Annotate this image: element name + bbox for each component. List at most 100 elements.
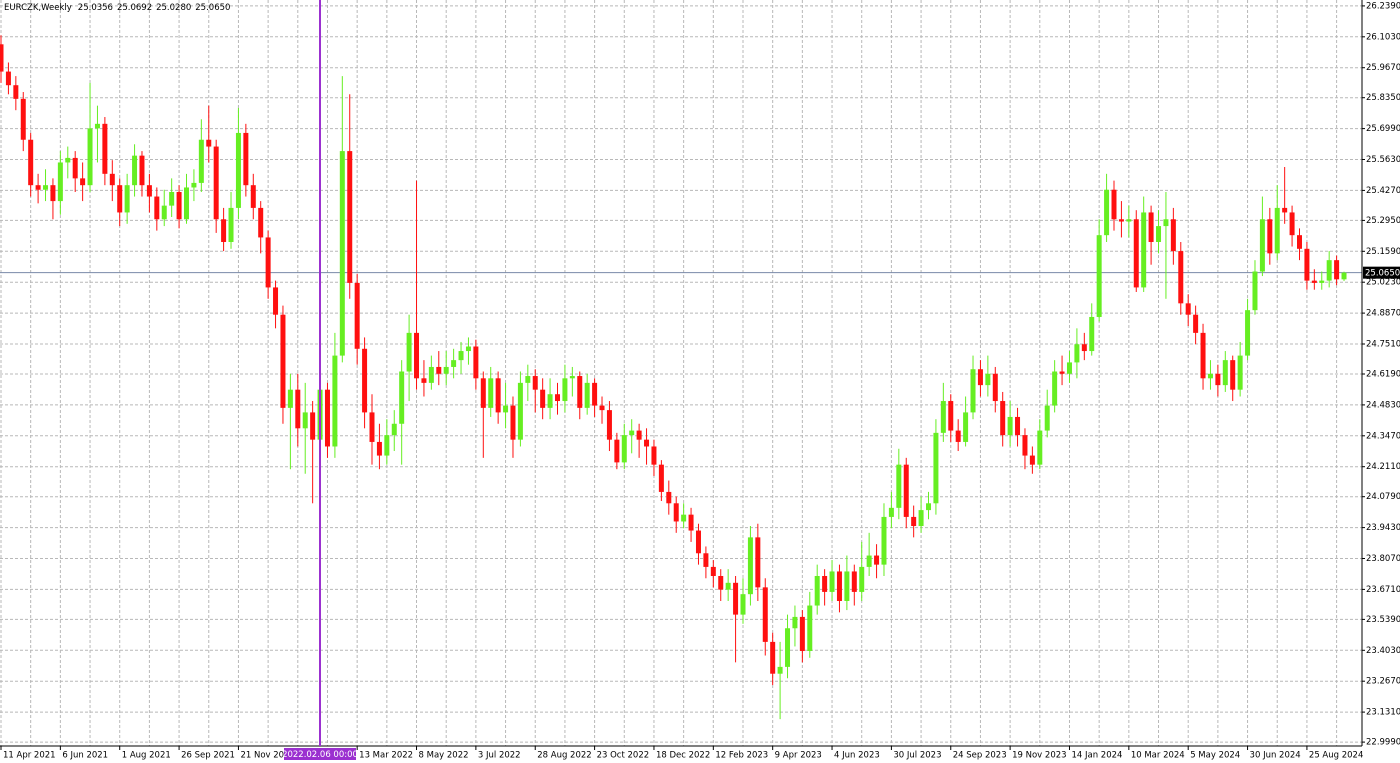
y-tick-label: 23.8070 — [1366, 554, 1400, 564]
candle-body — [658, 464, 664, 492]
x-tick-label: 18 Dec 2022 — [656, 751, 710, 761]
x-tick-label: 21 Nov 2021 — [240, 751, 294, 761]
candle-body — [1289, 212, 1295, 236]
candle-body — [1022, 435, 1028, 456]
candle-body — [65, 157, 71, 163]
candle-body — [354, 282, 360, 349]
candle-body — [13, 85, 19, 99]
x-tick-label: 8 May 2022 — [419, 751, 469, 761]
candle-body — [874, 555, 880, 565]
y-tick-label: 25.6990 — [1366, 124, 1400, 134]
y-tick-label: 23.5390 — [1366, 615, 1400, 625]
candle-body — [836, 571, 842, 601]
candle-body — [324, 389, 330, 447]
candle-body — [258, 207, 264, 238]
y-tick-label: 23.1310 — [1366, 708, 1400, 718]
y-tick-label: 25.9670 — [1366, 63, 1400, 73]
y-tick-label: 23.2670 — [1366, 677, 1400, 687]
x-tick-label: 19 Nov 2023 — [1012, 751, 1066, 761]
x-tick-label: 30 Jul 2023 — [893, 751, 941, 761]
candle-body — [1178, 251, 1184, 304]
candle-body — [473, 346, 479, 379]
candle-body — [629, 430, 635, 436]
candle-body — [948, 401, 954, 431]
candle-body — [176, 191, 182, 220]
candle-body — [1252, 271, 1258, 311]
candle-body — [1237, 355, 1243, 390]
y-tick-label: 25.0230 — [1366, 278, 1400, 288]
candle-body — [280, 314, 286, 408]
candle-body — [866, 555, 872, 567]
candle-body — [132, 155, 138, 186]
candle-body — [1222, 360, 1228, 386]
candle-body — [495, 378, 501, 413]
candle-body — [666, 491, 672, 504]
candle-body — [1170, 219, 1176, 252]
candle-body — [681, 514, 687, 522]
candle-body — [154, 196, 160, 220]
y-tick-label: 25.5630 — [1366, 155, 1400, 165]
y-tick-label: 25.1590 — [1366, 247, 1400, 257]
candle-body — [28, 139, 34, 186]
candle-body — [1126, 219, 1132, 222]
candle-body — [57, 162, 63, 202]
candle-body — [614, 439, 620, 463]
candle-body — [191, 182, 197, 188]
header: EURCZK,Weekly 25.0356 25.0692 25.0280 25.065… — [4, 3, 230, 13]
candle-body — [43, 185, 49, 190]
crosshair-label-box — [284, 748, 356, 760]
candle-body — [428, 366, 434, 383]
candle-body — [718, 575, 724, 590]
candle-body — [384, 435, 390, 456]
candle-body — [1081, 344, 1087, 352]
candle-body — [369, 412, 375, 442]
candle-body — [20, 98, 26, 140]
candle-body — [161, 205, 167, 220]
candle-body — [770, 641, 776, 674]
candle-body — [911, 516, 917, 527]
candle-body — [881, 516, 887, 565]
plot — [0, 0, 1362, 746]
candle-body — [740, 594, 746, 615]
candle-body — [1156, 226, 1162, 242]
candle-body — [695, 530, 701, 554]
candle-body — [339, 151, 345, 356]
candle-body — [592, 382, 598, 406]
y-tick-label: 24.2110 — [1366, 462, 1400, 472]
y-tick-label: 24.4830 — [1366, 400, 1400, 410]
symbol-title: EURCZK,Weekly — [4, 3, 72, 13]
candle-body — [1044, 405, 1050, 431]
candle-body — [1104, 189, 1110, 236]
y-tick-label: 24.7510 — [1366, 340, 1400, 350]
candle-body — [799, 616, 805, 651]
candle-body — [206, 139, 212, 147]
x-tick-label: 30 Jun 2024 — [1250, 751, 1301, 761]
candle-body — [235, 132, 241, 208]
candle-body — [1282, 207, 1288, 213]
candle-body — [903, 464, 909, 517]
candle-body — [94, 123, 100, 129]
last-low: 25.0280 — [156, 3, 191, 13]
candle-body — [146, 185, 152, 197]
candle-body — [332, 355, 338, 447]
price-label: 25.0650 — [1365, 269, 1400, 279]
candle-body — [926, 503, 931, 511]
candle-body — [1148, 212, 1154, 242]
last-open: 25.0356 — [78, 3, 113, 13]
candle-body — [0, 44, 4, 72]
candle-body — [792, 616, 798, 629]
candle-body — [733, 582, 739, 615]
candle-body — [414, 332, 420, 379]
y-tick-label: 26.1030 — [1366, 32, 1400, 42]
x-tick-label: 24 Sep 2023 — [953, 751, 1007, 761]
x-tick-label: 11 Apr 2021 — [3, 751, 56, 761]
candle-body — [1311, 280, 1317, 283]
x-tick-label: 1 Aug 2021 — [122, 751, 171, 761]
y-tick-label: 24.8870 — [1366, 309, 1400, 319]
candle-body — [1297, 235, 1302, 249]
candle-body — [109, 173, 115, 186]
candle-body — [1015, 416, 1021, 436]
candle-body — [785, 628, 791, 667]
candle-body — [933, 432, 939, 504]
